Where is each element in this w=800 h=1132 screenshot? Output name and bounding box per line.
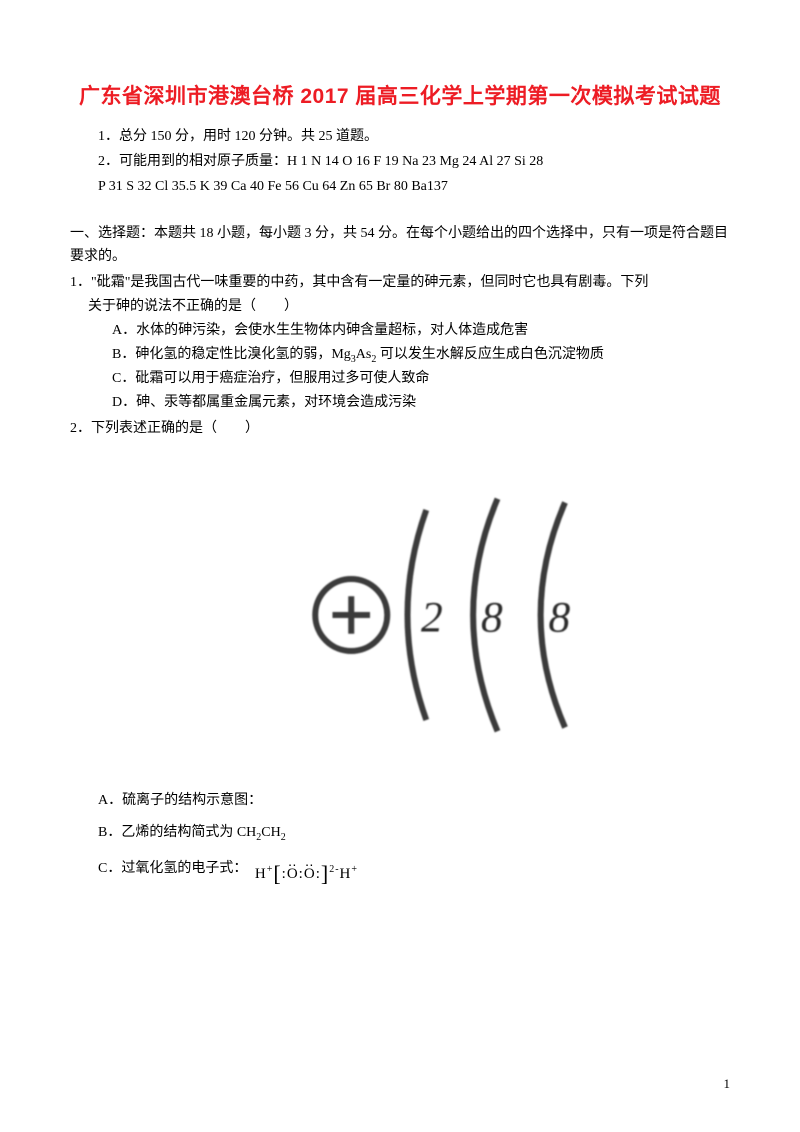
page-number: 1 [724, 1076, 731, 1092]
q1-b-pre: B．砷化氢的稳定性比溴化氢的弱，Mg [112, 347, 351, 362]
atom-svg: 2 8 8 [280, 465, 580, 765]
q1-option-d: D．砷、汞等都属重金属元素，对环境会造成污染 [112, 391, 730, 415]
q1-stem-a: 1．"砒霜"是我国古代一味重要的中药，其中含有一定量的砷元素，但同时它也具有剧毒… [70, 275, 648, 290]
exam-title: 广东省深圳市港澳台桥 2017 届高三化学上学期第一次模拟考试试题 [70, 80, 730, 110]
shell-2-label: 8 [481, 593, 503, 641]
question-2: 2．下列表述正确的是（ ） [70, 417, 730, 441]
ef-O2: O [304, 860, 316, 889]
info-line-2: 2．可能用到的相对原子质量：H 1 N 14 O 16 F 19 Na 23 M… [98, 149, 730, 174]
q1-option-c: C．砒霜可以用于癌症治疗，但服用过多可使人致命 [112, 367, 730, 391]
shell-3-label: 8 [549, 593, 571, 641]
ef-H2: H [340, 866, 352, 882]
q2-option-c: C．过氧化氢的电子式： H+[:O:O:]2-H+ [98, 853, 730, 895]
q1-option-a: A．水体的砷污染，会使水生生物体内砷含量超标，对人体造成危害 [112, 319, 730, 343]
info-line-1: 1．总分 150 分，用时 120 分钟。共 25 道题。 [98, 124, 730, 149]
exam-page: 广东省深圳市港澳台桥 2017 届高三化学上学期第一次模拟考试试题 1．总分 1… [0, 0, 800, 935]
q2-c-pre: C．过氧化氢的电子式： [98, 861, 247, 876]
info-line-3: P 31 S 32 Cl 35.5 K 39 Ca 40 Fe 56 Cu 64… [98, 174, 730, 199]
ef-lb: [ [273, 861, 281, 886]
q2-b-pre: B．乙烯的结构简式为 CH [98, 825, 256, 840]
q2-stem: 2．下列表述正确的是（ ） [70, 421, 259, 436]
q1-b-post: 可以发生水解反应生成白色沉淀物质 [376, 347, 604, 362]
q1-stem-b: 关于砷的说法不正确的是（ ） [88, 295, 730, 319]
ef-O1: O [287, 860, 299, 889]
q2-b-mid: CH [261, 825, 280, 840]
q1-b-mid: As [356, 347, 372, 362]
q1-option-b: B．砷化氢的稳定性比溴化氢的弱，Mg3As2 可以发生水解反应生成白色沉淀物质 [112, 343, 730, 368]
electron-formula: H+[:O:O:]2-H+ [255, 853, 358, 895]
ef-exp: 2- [329, 864, 339, 875]
section-intro: 一、选择题：本题共 18 小题，每小题 3 分，共 54 分。在每个小题给出的四… [70, 222, 730, 270]
question-1: 1．"砒霜"是我国古代一味重要的中药，其中含有一定量的砷元素，但同时它也具有剧毒… [70, 271, 730, 415]
ef-H1: H [255, 866, 267, 882]
ef-rb: ] [321, 861, 329, 886]
atom-diagram: 2 8 8 [130, 465, 730, 770]
q2-option-a: A．硫离子的结构示意图： [98, 788, 730, 815]
ef-plus2: + [351, 864, 358, 875]
q2-b-sub2: 2 [281, 832, 286, 843]
shell-1-label: 2 [421, 593, 443, 641]
q2-option-b: B．乙烯的结构简式为 CH2CH2 [98, 820, 730, 847]
